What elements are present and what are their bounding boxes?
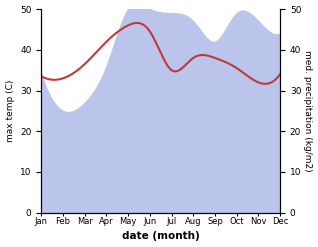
Y-axis label: med. precipitation (kg/m2): med. precipitation (kg/m2) <box>303 50 313 172</box>
Y-axis label: max temp (C): max temp (C) <box>5 80 15 142</box>
X-axis label: date (month): date (month) <box>122 231 200 242</box>
